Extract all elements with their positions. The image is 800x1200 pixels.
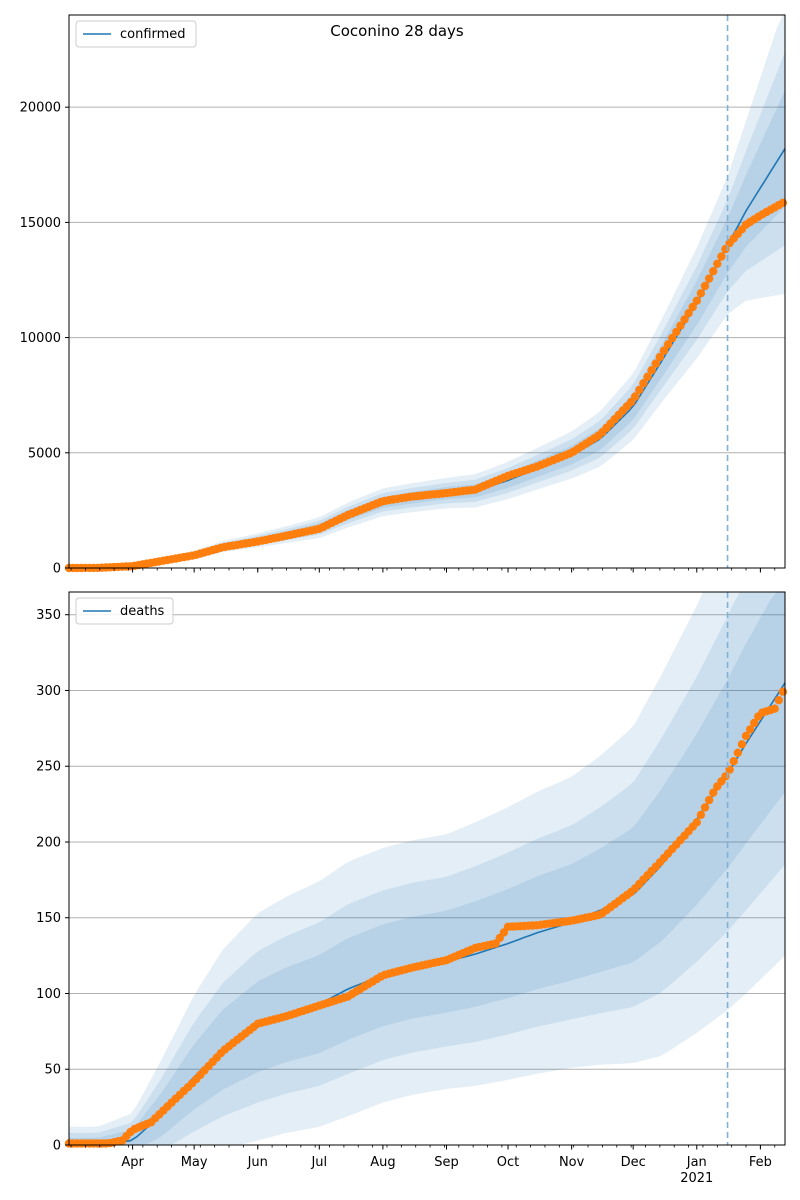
- deaths-panel: 0 50 100 150 200 250 300 350 Apr May Jun Jul Aug Sep…: [36, 591, 788, 1186]
- deaths-y-ticks: 0 50 100 150 200 250 300 350: [36, 608, 69, 1154]
- deaths-observed-point: [709, 788, 718, 797]
- deaths-observed-point: [741, 731, 751, 741]
- confirmed-observed-point: [631, 392, 640, 401]
- deaths-y-tick-label: 150: [36, 911, 61, 926]
- confirmed-observed-point: [778, 198, 788, 207]
- confirmed-observed-point: [700, 281, 710, 291]
- deaths-observed-point: [745, 725, 755, 734]
- deaths-x-tick-label: Jun: [247, 1155, 268, 1170]
- confirmed-observed-point: [672, 327, 681, 337]
- confirmed-observed-point: [668, 333, 677, 343]
- confirmed-y-tick-label: 20000: [20, 101, 61, 116]
- confirmed-axes: [68, 14, 786, 569]
- confirmed-observed-point: [692, 296, 701, 305]
- deaths-legend-label: deaths: [120, 604, 165, 619]
- deaths-observed-point: [778, 687, 788, 696]
- deaths-x-tick-label: Apr: [121, 1155, 144, 1170]
- deaths-observed-point: [733, 748, 742, 757]
- deaths-observed-point: [700, 803, 710, 812]
- deaths-observed-point: [729, 757, 738, 766]
- deaths-x-year-label: 2021: [680, 1171, 713, 1186]
- confirmed-observed-point: [713, 259, 722, 268]
- confirmed-observed-point: [635, 385, 644, 395]
- deaths-x-tick-label: Dec: [621, 1155, 646, 1170]
- confirmed-legend: confirmed: [75, 20, 197, 48]
- deaths-x-tick-label: Jan: [686, 1155, 707, 1170]
- deaths-y-tick-label: 350: [36, 608, 61, 623]
- deaths-x-tick-label: May: [181, 1155, 208, 1170]
- deaths-y-tick-label: 50: [44, 1063, 61, 1078]
- confirmed-observed-point: [655, 352, 665, 362]
- deaths-x-tick-label: Jul: [310, 1155, 327, 1170]
- confirmed-y-tick-label: 10000: [20, 331, 61, 346]
- deaths-axes: [68, 591, 786, 1146]
- deaths-y-tick-label: 250: [36, 760, 61, 775]
- deaths-observed-point: [737, 740, 747, 749]
- confirmed-y-tick-label: 5000: [28, 446, 61, 461]
- confirmed-observed-point: [717, 252, 726, 261]
- confirmed-plot-frame: [68, 14, 786, 569]
- confirmed-y-tick-label: 0: [53, 562, 61, 577]
- deaths-uncertainty-bands: [69, 592, 785, 1145]
- confirmed-observed-point: [643, 372, 652, 381]
- deaths-observed-point: [704, 795, 714, 805]
- confirmed-observed-point: [659, 346, 669, 355]
- confirmed-y-ticks: 0 5000 10000 15000 20000: [20, 101, 69, 577]
- deaths-y-tick-label: 100: [36, 987, 61, 1002]
- confirmed-legend-box: [75, 20, 197, 48]
- deaths-x-tick-label: Aug: [370, 1155, 395, 1170]
- deaths-x-tick-label: Sep: [434, 1155, 459, 1170]
- deaths-observed-point: [770, 704, 779, 713]
- deaths-observed-point: [750, 718, 759, 728]
- deaths-observed-point: [774, 696, 783, 705]
- deaths-y-tick-label: 300: [36, 684, 61, 699]
- confirmed-x-ticks: [70, 568, 776, 573]
- confirmed-observed-point: [704, 274, 714, 283]
- confirmed-observed-point: [639, 379, 648, 388]
- deaths-legend: deaths: [75, 597, 174, 625]
- confirmed-observed-point: [676, 321, 685, 330]
- confirmed-panel: 0 5000 10000 15000 20000 confirmed: [20, 14, 788, 577]
- confirmed-observed-point: [651, 359, 660, 368]
- deaths-band-2: [69, 592, 785, 1145]
- confirmed-y-tick-label: 15000: [20, 216, 61, 231]
- deaths-y-tick-label: 0: [53, 1139, 61, 1154]
- confirmed-observed-point: [680, 315, 689, 324]
- deaths-x-tick-label: Nov: [559, 1155, 585, 1170]
- confirmed-observed-point: [684, 309, 693, 318]
- figure-title: Coconino 28 days: [330, 22, 464, 40]
- deaths-band-1: [69, 592, 785, 1145]
- confirmed-observed-point: [688, 302, 697, 312]
- deaths-legend-box: [75, 597, 174, 625]
- confirmed-observed-point: [647, 366, 656, 375]
- deaths-x-ticks: Apr May Jun Jul Aug Sep Oct Nov Dec Jan Feb 2021: [70, 1145, 776, 1186]
- deaths-observed-point: [696, 810, 706, 820]
- confirmed-band-2: [69, 51, 785, 568]
- deaths-y-tick-label: 200: [36, 835, 61, 850]
- deaths-plot-frame: [68, 591, 786, 1146]
- deaths-observed-point: [725, 765, 734, 774]
- deaths-observed-point: [692, 818, 701, 827]
- deaths-x-tick-label: Feb: [749, 1155, 772, 1170]
- deaths-band-3: [69, 592, 785, 1145]
- confirmed-observed-point: [696, 289, 706, 298]
- confirmed-observed-point: [663, 340, 673, 349]
- deaths-x-tick-label: Oct: [497, 1155, 519, 1170]
- confirmed-legend-label: confirmed: [120, 27, 186, 42]
- confirmed-observed-point: [709, 267, 718, 276]
